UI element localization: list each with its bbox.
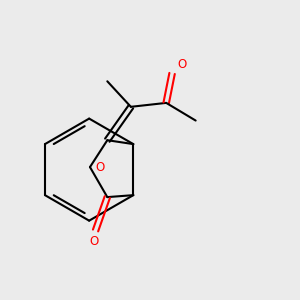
Text: O: O: [89, 235, 98, 248]
Text: O: O: [177, 58, 187, 71]
Text: O: O: [96, 160, 105, 174]
